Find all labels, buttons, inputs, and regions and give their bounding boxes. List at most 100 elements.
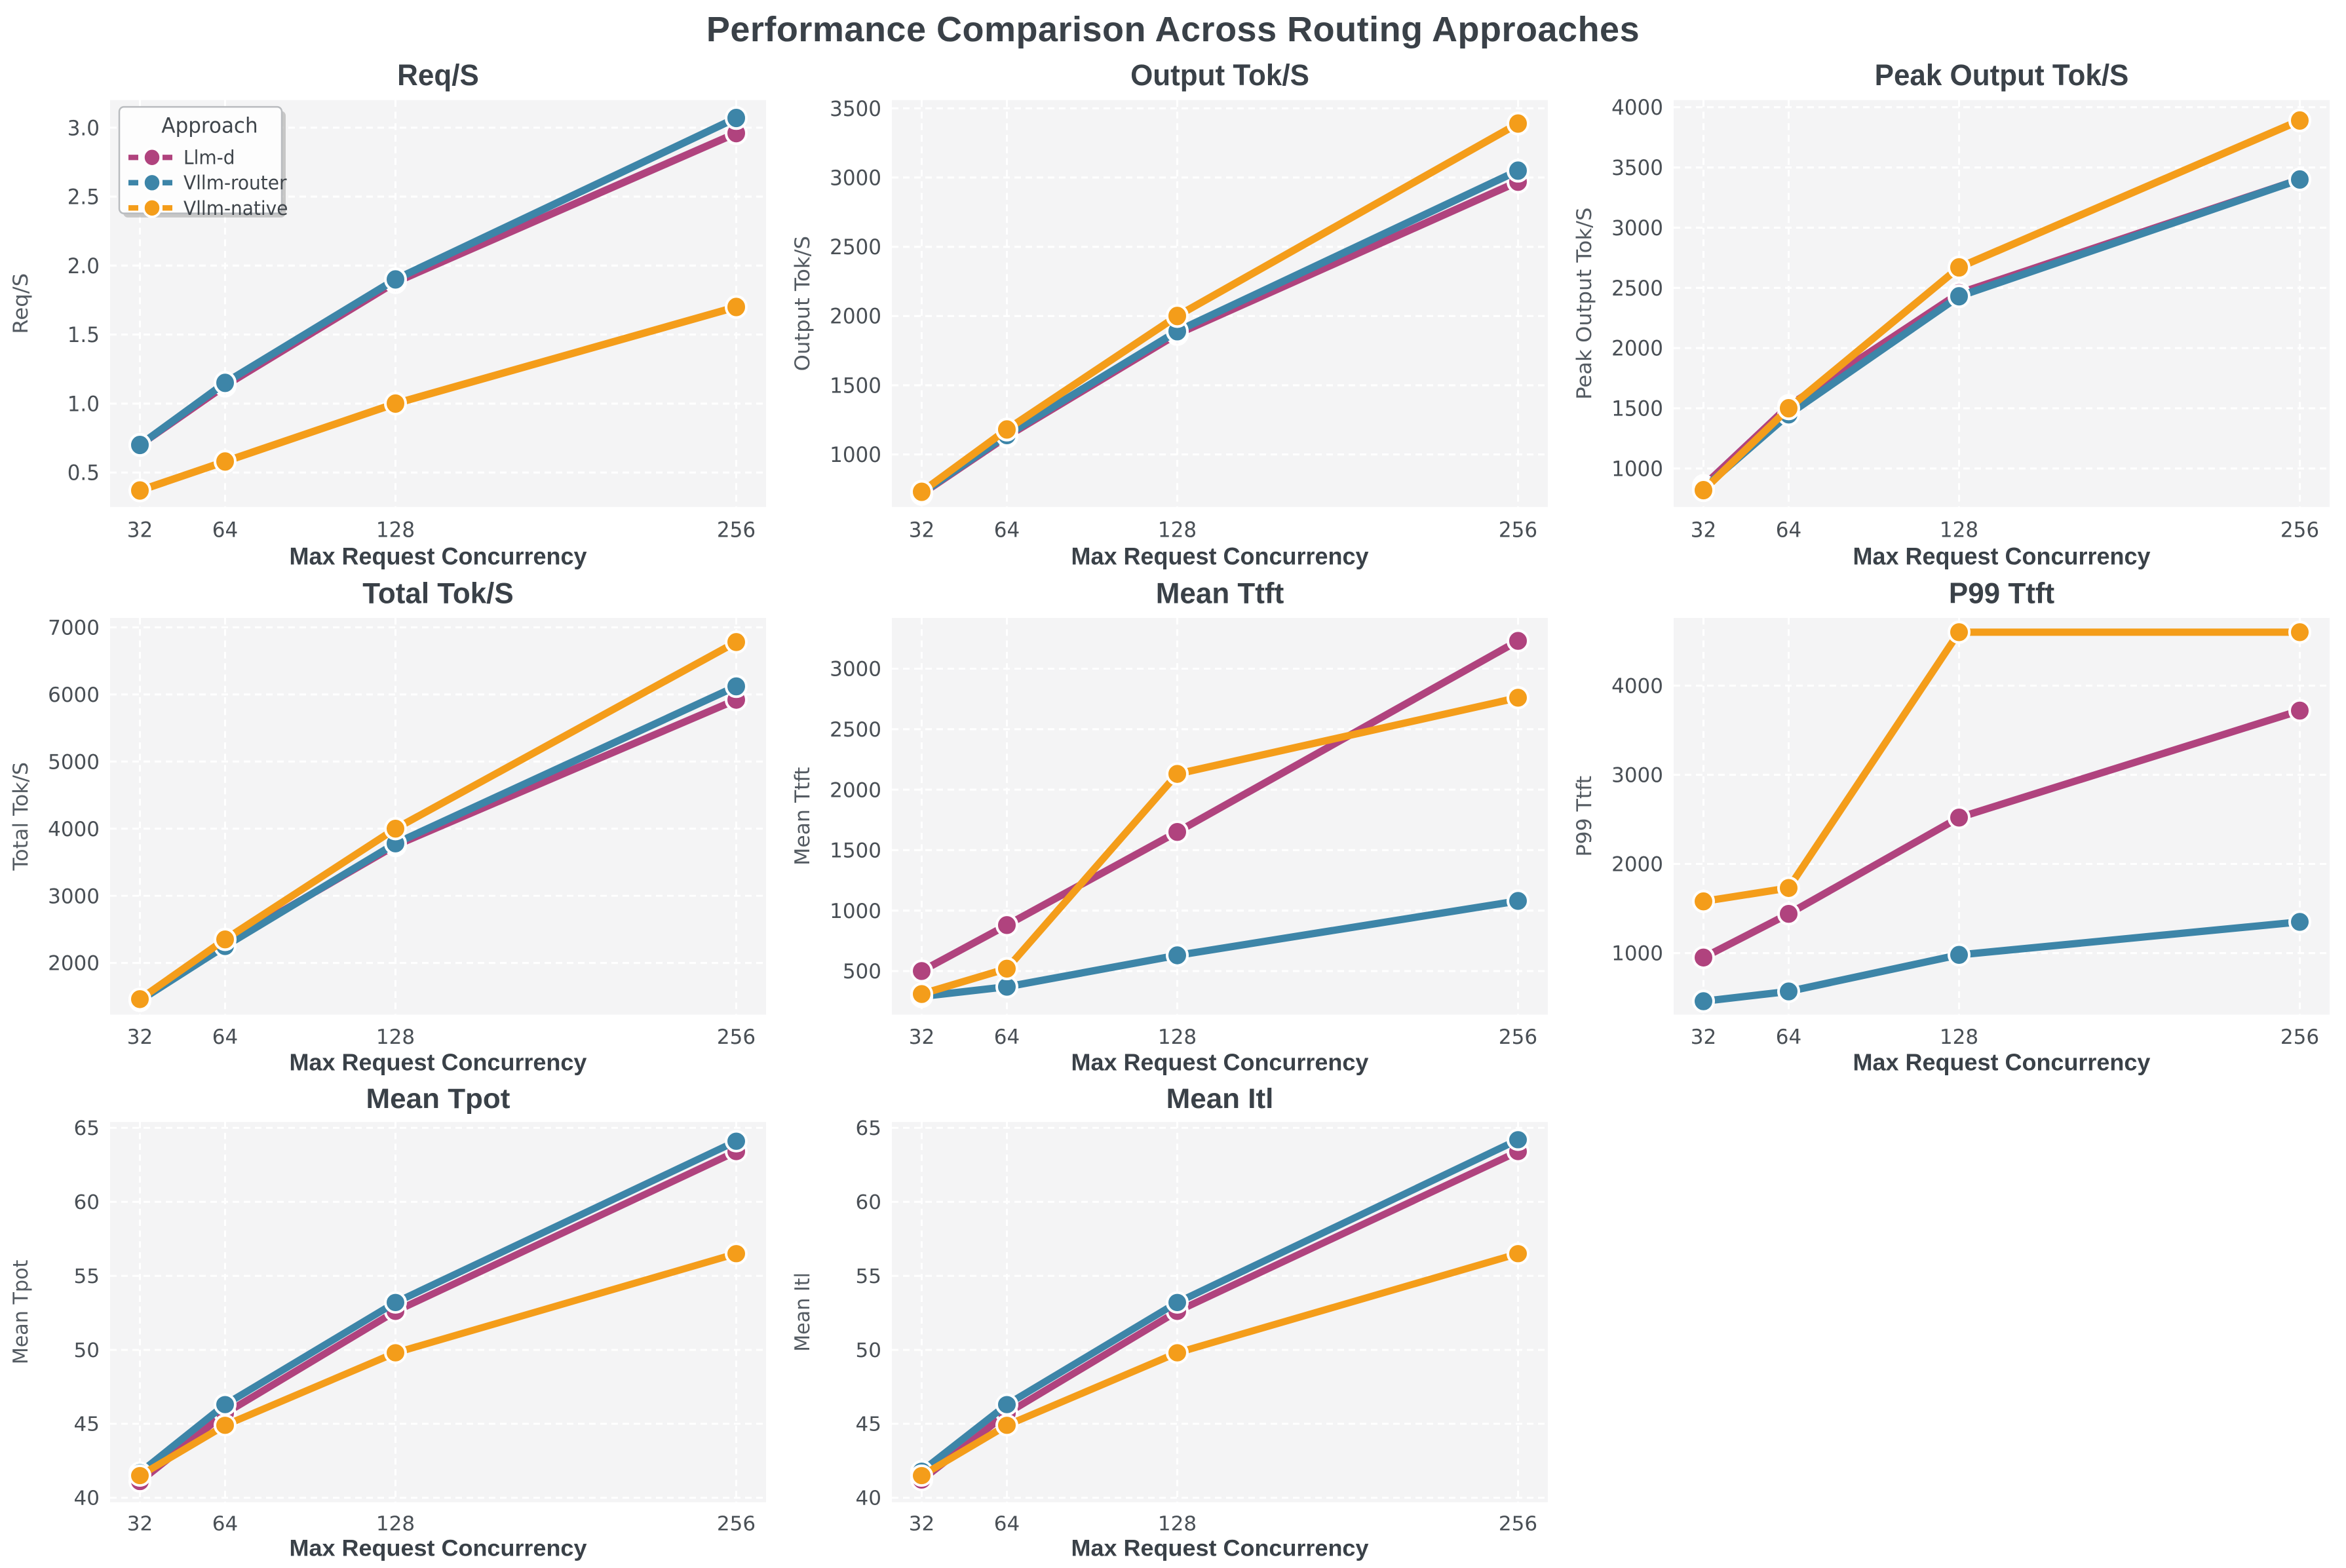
svg-text:3500: 3500	[830, 97, 881, 121]
svg-text:2000: 2000	[1611, 852, 1663, 876]
figure-title: Performance Comparison Across Routing Ap…	[706, 10, 1640, 49]
svg-text:256: 256	[1499, 1025, 1537, 1049]
svg-text:2.5: 2.5	[67, 185, 100, 210]
svg-text:5000: 5000	[48, 750, 100, 774]
svg-text:64: 64	[994, 518, 1020, 543]
svg-text:128: 128	[376, 1513, 415, 1536]
svg-text:Mean Itl: Mean Itl	[792, 1272, 815, 1352]
svg-text:Total Tok/S: Total Tok/S	[9, 762, 33, 871]
svg-text:64: 64	[212, 1025, 238, 1049]
chart-output-tok-s-canvas: 1000 1500 2000 2500 3000 3500 32 64 128 256 Output…	[792, 58, 1548, 570]
chart-mean-tpot-canvas: 40 45 50 55 60 65 32 64 128 256 Mean Tpot Max Reque…	[10, 1083, 766, 1561]
svg-text:4000: 4000	[48, 818, 100, 841]
svg-text:128: 128	[376, 1025, 415, 1049]
svg-text:Max Request Concurrency: Max Request Concurrency	[290, 1535, 587, 1561]
svg-text:64: 64	[1776, 518, 1801, 543]
svg-text:64: 64	[994, 1025, 1020, 1049]
svg-text:3000: 3000	[48, 885, 100, 908]
svg-text:32: 32	[909, 1025, 934, 1049]
chart-req-s-canvas: 0.5 1.0 1.5 2.0 2.5 3.0 32 64 128 256 Req/S Max Req…	[10, 58, 766, 570]
svg-text:32: 32	[909, 1513, 934, 1536]
svg-text:Req/S: Req/S	[10, 273, 33, 334]
svg-text:500: 500	[843, 960, 881, 984]
svg-text:2000: 2000	[830, 305, 881, 329]
svg-text:1.5: 1.5	[67, 324, 100, 348]
svg-text:Mean Ttft: Mean Ttft	[791, 767, 815, 866]
svg-text:64: 64	[212, 1513, 238, 1536]
svg-text:Vllm-native: Vllm-native	[183, 197, 288, 220]
chart-peak-output-tok-s: 1000 1500 2000 2500 3000 3500 4000 32 64 128 256 Pe…	[1564, 56, 2345, 575]
svg-text:2000: 2000	[830, 778, 881, 802]
svg-text:32: 32	[127, 518, 153, 543]
svg-text:60: 60	[74, 1191, 100, 1214]
svg-text:32: 32	[1691, 518, 1716, 543]
svg-text:1000: 1000	[1611, 942, 1663, 966]
svg-text:3000: 3000	[1611, 763, 1663, 787]
svg-text:Max Request Concurrency: Max Request Concurrency	[1853, 1048, 2151, 1075]
svg-text:128: 128	[1158, 1513, 1197, 1536]
svg-text:128: 128	[1940, 518, 1978, 543]
svg-text:Peak Output Tok/S: Peak Output Tok/S	[1875, 58, 2129, 92]
svg-text:Llm-d: Llm-d	[183, 146, 235, 169]
svg-text:2000: 2000	[48, 951, 100, 975]
svg-text:Max Request Concurrency: Max Request Concurrency	[290, 543, 587, 570]
svg-text:128: 128	[1158, 518, 1197, 543]
svg-text:65: 65	[74, 1117, 100, 1140]
svg-text:4000: 4000	[1611, 674, 1663, 698]
svg-text:256: 256	[717, 1025, 756, 1049]
svg-text:3000: 3000	[1611, 216, 1663, 240]
chart-p99-ttft: 1000 2000 3000 4000 32 64 128 256 P99 Ttft Max Re…	[1564, 575, 2345, 1081]
svg-text:65: 65	[856, 1117, 881, 1140]
svg-text:Mean Tpot: Mean Tpot	[10, 1260, 33, 1365]
svg-text:1000: 1000	[830, 900, 881, 923]
svg-text:6000: 6000	[48, 683, 100, 707]
svg-text:55: 55	[856, 1265, 881, 1288]
empty-cell	[1564, 1081, 2345, 1566]
svg-text:40: 40	[856, 1487, 881, 1510]
svg-text:P99 Ttft: P99 Ttft	[1949, 577, 2055, 609]
svg-text:Mean Tpot: Mean Tpot	[366, 1083, 510, 1114]
svg-text:1000: 1000	[1611, 457, 1663, 482]
svg-text:1500: 1500	[1611, 397, 1663, 421]
svg-text:55: 55	[74, 1265, 100, 1288]
svg-text:128: 128	[1158, 1025, 1197, 1049]
chart-peak-output-tok-s-canvas: 1000 1500 2000 2500 3000 3500 4000 32 64 128 256 Pe…	[1573, 58, 2330, 569]
svg-text:256: 256	[717, 518, 756, 543]
svg-text:60: 60	[856, 1191, 881, 1214]
svg-text:2.0: 2.0	[67, 254, 100, 278]
svg-text:50: 50	[74, 1339, 100, 1362]
svg-text:32: 32	[1691, 1025, 1716, 1049]
chart-total-tok-s-canvas: 2000 3000 4000 5000 6000 7000 32 64 128 256 Total …	[9, 577, 766, 1076]
chart-p99-ttft-canvas: 1000 2000 3000 4000 32 64 128 256 P99 Ttft Max Re…	[1573, 577, 2330, 1076]
svg-text:1.0: 1.0	[67, 392, 100, 417]
svg-text:Mean Ttft: Mean Ttft	[1156, 577, 1284, 609]
svg-text:32: 32	[909, 518, 934, 543]
svg-text:40: 40	[74, 1487, 100, 1510]
svg-text:128: 128	[376, 518, 415, 543]
chart-output-tok-s: 1000 1500 2000 2500 3000 3500 32 64 128 256 Output…	[782, 56, 1564, 575]
svg-text:Max Request Concurrency: Max Request Concurrency	[1071, 1048, 1369, 1075]
svg-text:64: 64	[1776, 1025, 1801, 1049]
svg-text:256: 256	[2280, 1025, 2319, 1049]
chart-mean-itl-canvas: 40 45 50 55 60 65 32 64 128 256 Mean Itl Max Reques…	[792, 1083, 1548, 1561]
chart-mean-tpot: 40 45 50 55 60 65 32 64 128 256 Mean Tpot Max Reque…	[0, 1081, 782, 1566]
svg-text:256: 256	[1499, 1513, 1537, 1536]
svg-text:2500: 2500	[830, 236, 881, 260]
svg-text:Output Tok/S: Output Tok/S	[792, 236, 815, 371]
svg-text:1000: 1000	[830, 443, 881, 467]
svg-text:256: 256	[2280, 518, 2319, 543]
svg-text:Max Request Concurrency: Max Request Concurrency	[1071, 543, 1369, 570]
svg-text:3500: 3500	[1611, 156, 1663, 180]
svg-text:1500: 1500	[830, 839, 881, 862]
svg-text:7000: 7000	[48, 616, 100, 640]
svg-text:256: 256	[1499, 518, 1537, 543]
svg-text:32: 32	[127, 1025, 153, 1049]
svg-text:Max Request Concurrency: Max Request Concurrency	[290, 1048, 587, 1075]
svg-text:Mean Itl: Mean Itl	[1166, 1083, 1274, 1114]
svg-text:45: 45	[856, 1413, 881, 1436]
svg-text:Max Request Concurrency: Max Request Concurrency	[1071, 1535, 1369, 1561]
svg-text:0.5: 0.5	[67, 461, 100, 486]
svg-text:3000: 3000	[830, 657, 881, 681]
svg-text:Vllm-router: Vllm-router	[183, 172, 287, 195]
